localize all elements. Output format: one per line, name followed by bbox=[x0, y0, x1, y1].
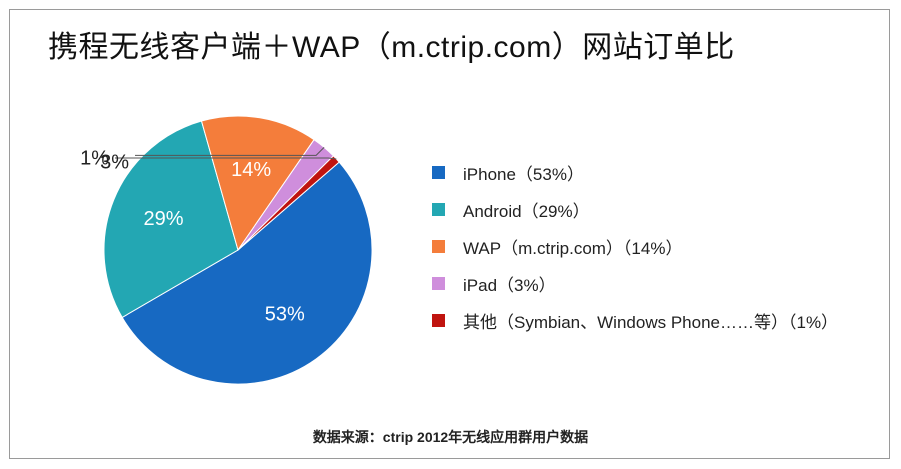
data-source-note: 数据来源：ctrip 2012年无线应用群用户数据 bbox=[312, 429, 589, 445]
legend-label-ipad: iPad（3%） bbox=[463, 275, 556, 295]
slice-label-iphone: 53% bbox=[265, 304, 305, 326]
legend-swatch-iphone bbox=[432, 165, 445, 179]
legend-item-ipad: iPad（3%） bbox=[432, 271, 838, 295]
leader-line-other bbox=[115, 157, 337, 160]
legend-label-iphone: iPhone（53%） bbox=[463, 164, 584, 184]
legend-item-iphone: iPhone（53%） bbox=[432, 160, 838, 184]
slice-label-android: 29% bbox=[143, 208, 183, 230]
legend-swatch-ipad bbox=[432, 276, 445, 290]
pie-slice-android bbox=[103, 120, 239, 319]
legend-label-android: Android（29%） bbox=[463, 201, 590, 221]
pie-slice-iphone bbox=[121, 161, 373, 385]
legend-item-android: Android（29%） bbox=[432, 197, 838, 221]
legend-item-other: 其他（Symbian、Windows Phone……等）（1%） bbox=[432, 308, 838, 332]
legend-label-wap: WAP（m.ctrip.com）（14%） bbox=[463, 238, 683, 258]
legend-swatch-other bbox=[432, 313, 445, 327]
pie-slice-other bbox=[237, 155, 340, 251]
legend-swatch-android bbox=[432, 202, 445, 216]
pie-slice-wap bbox=[200, 115, 315, 252]
legend-swatch-wap bbox=[432, 239, 445, 253]
legend-item-wap: WAP（m.ctrip.com）（14%） bbox=[432, 234, 838, 258]
slice-label-ipad: 3% bbox=[100, 152, 129, 174]
slice-label-other: 1% bbox=[80, 147, 109, 169]
leader-line-ipad bbox=[135, 147, 325, 156]
slice-label-wap: 14% bbox=[231, 159, 271, 181]
legend-label-other: 其他（Symbian、Windows Phone……等）（1%） bbox=[463, 312, 839, 332]
chart-legend: iPhone（53%） Android（29%） WAP（m.ctrip.com… bbox=[432, 160, 838, 345]
chart-title: 携程无线客户端＋WAP（m.ctrip.com）网站订单比 bbox=[48, 31, 735, 64]
